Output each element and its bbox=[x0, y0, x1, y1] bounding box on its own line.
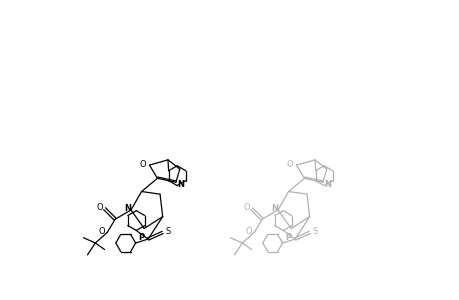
Text: P: P bbox=[285, 233, 291, 242]
Text: P: P bbox=[139, 233, 145, 242]
Text: N: N bbox=[124, 204, 131, 213]
Text: O: O bbox=[242, 203, 249, 212]
Text: N: N bbox=[271, 204, 278, 213]
Text: O: O bbox=[245, 226, 252, 236]
Text: O: O bbox=[286, 160, 292, 169]
Text: O: O bbox=[96, 203, 102, 212]
Text: N: N bbox=[177, 180, 184, 189]
Text: N: N bbox=[324, 180, 331, 189]
Text: O: O bbox=[139, 160, 146, 169]
Text: O: O bbox=[98, 226, 105, 236]
Text: S: S bbox=[312, 227, 317, 236]
Text: S: S bbox=[165, 227, 170, 236]
